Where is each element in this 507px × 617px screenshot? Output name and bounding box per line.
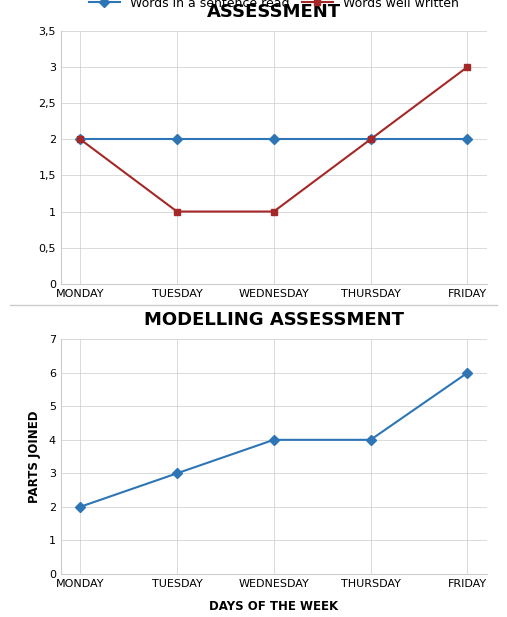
Words well written <box>271 208 277 215</box>
Words in a sentence read <box>77 136 83 143</box>
Title: MODELLING ASSESSMENT: MODELLING ASSESSMENT <box>144 312 404 329</box>
Words well written <box>464 64 470 71</box>
Line: Words well written: Words well written <box>77 64 471 215</box>
Words well written <box>368 136 374 143</box>
Words in a sentence read <box>174 136 180 143</box>
Y-axis label: PARTS JOINED: PARTS JOINED <box>27 410 41 503</box>
Title: READING AND WRITING
ASSESSMENT: READING AND WRITING ASSESSMENT <box>155 0 392 21</box>
Legend: Words in a sentence read, Words well written: Words in a sentence read, Words well wri… <box>84 0 464 15</box>
X-axis label: DAYS OF THE WEEK: DAYS OF THE WEEK <box>209 600 338 613</box>
Words in a sentence read <box>368 136 374 143</box>
Words in a sentence read <box>464 136 470 143</box>
Words in a sentence read <box>271 136 277 143</box>
Line: Words in a sentence read: Words in a sentence read <box>77 136 471 143</box>
Words well written <box>174 208 180 215</box>
Words well written <box>77 136 83 143</box>
